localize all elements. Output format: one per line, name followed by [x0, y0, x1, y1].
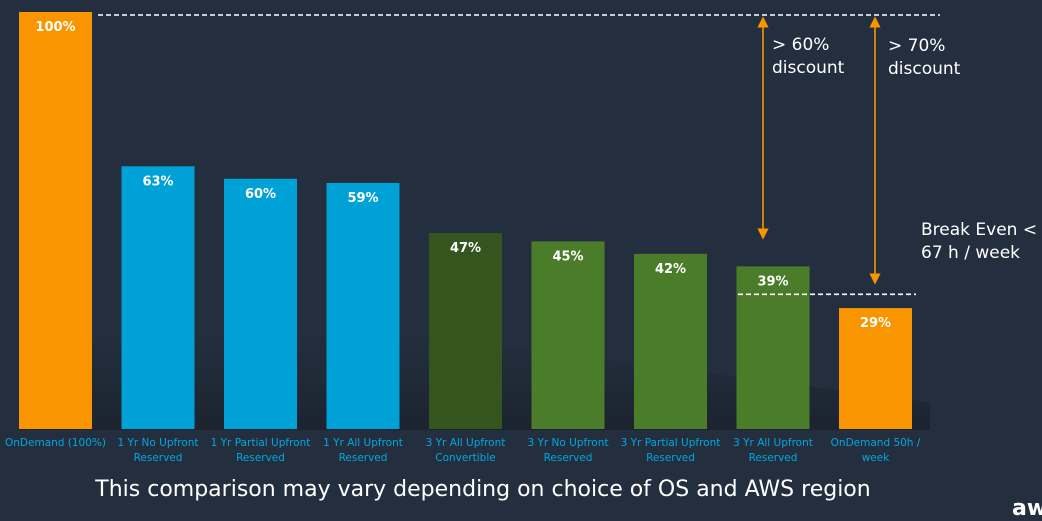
category-label: Reserved: [134, 452, 183, 464]
category-label: 3 Yr All Upfront: [733, 437, 813, 449]
bar-value-label: 60%: [245, 187, 276, 202]
discount-60-annotation: > 60%: [772, 35, 829, 55]
bar-9: [839, 308, 912, 429]
category-label: 3 Yr Partial Upfront: [621, 437, 721, 449]
discount-70-annotation: > 70%: [888, 36, 945, 56]
chart-caption: This comparison may vary depending on ch…: [95, 477, 871, 502]
bar-2: [121, 166, 195, 430]
bar-value-label: 100%: [35, 20, 75, 35]
bar-value-label: 47%: [450, 241, 481, 256]
discount-70-annotation: discount: [888, 59, 961, 79]
bar-6: [531, 241, 605, 429]
bar-value-label: 45%: [552, 249, 583, 264]
category-label: week: [862, 452, 891, 464]
category-label: Reserved: [544, 452, 593, 464]
bar-7: [634, 253, 707, 429]
category-label: OnDemand 50h /: [831, 437, 921, 449]
savings-bar-chart: 100% 63% 60% 59% 47% 45% 42% 39% 29% OnDemand (1…: [5, 12, 1037, 464]
category-label: Reserved: [749, 452, 798, 464]
category-label: Reserved: [339, 452, 388, 464]
bar-5: [429, 233, 502, 429]
bar-3: [224, 178, 297, 429]
category-label: 1 Yr No Upfront: [117, 437, 198, 449]
category-label: 3 Yr No Upfront: [527, 437, 608, 449]
category-label: OnDemand (100%): [5, 437, 106, 449]
break-even-annotation: Break Even <: [921, 220, 1037, 240]
category-label: 1 Yr All Upfront: [323, 437, 403, 449]
bar-4: [326, 182, 400, 429]
bar-1: [19, 12, 92, 429]
category-label: Reserved: [646, 452, 695, 464]
bar-value-label: 29%: [860, 316, 891, 331]
bar-value-label: 59%: [347, 191, 378, 206]
break-even-annotation: 67 h / week: [921, 243, 1020, 263]
category-label: 1 Yr Partial Upfront: [211, 437, 311, 449]
bar-value-label: 42%: [655, 262, 686, 277]
discount-60-annotation: discount: [772, 58, 845, 78]
bar-8: [736, 266, 810, 429]
category-label: 3 Yr All Upfront: [426, 437, 506, 449]
bar-value-label: 39%: [757, 274, 788, 289]
bar-value-label: 63%: [142, 174, 173, 189]
corner-text: aw: [1012, 496, 1042, 521]
category-label: Reserved: [236, 452, 285, 464]
category-label: Convertible: [435, 452, 495, 464]
